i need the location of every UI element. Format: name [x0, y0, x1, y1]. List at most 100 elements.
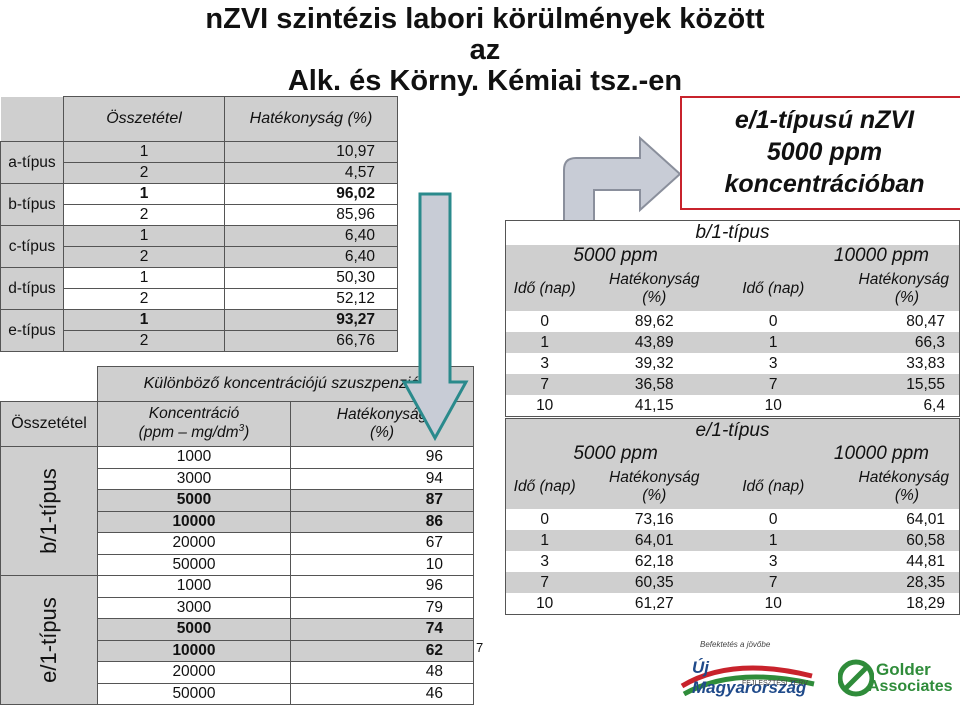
- table-cell: 1: [63, 183, 225, 205]
- ppm-header-a: 5000 ppm: [505, 443, 726, 465]
- header-composition: Összetétel: [63, 96, 225, 142]
- header-eff-line1: Hatékonyság: [609, 469, 700, 486]
- table-cell: 1: [63, 225, 225, 247]
- table-cell: 3000: [97, 467, 291, 490]
- table-cell: 1: [63, 267, 225, 289]
- table-cell: 10: [725, 395, 822, 417]
- table-cell: 96: [290, 575, 474, 598]
- table-cell: 41,15: [583, 395, 726, 417]
- golder-logo: Golder Associates: [838, 652, 960, 708]
- table-cell: 50000: [97, 682, 291, 705]
- group-label-e1: e/1-típus: [0, 575, 98, 705]
- table-cell: 62,18: [583, 551, 726, 572]
- group-label-b: b-típus: [0, 183, 64, 226]
- header-eff: Hatékonyság (%): [821, 465, 960, 509]
- table-cell: 1: [725, 332, 822, 353]
- bent-arrow-icon: [563, 135, 682, 229]
- header-eff-line2: (%): [894, 289, 919, 306]
- table-cell: 3: [505, 551, 584, 572]
- table-cell: 64,01: [821, 509, 960, 530]
- slide-title: nZVI szintézis labori körülmények között…: [200, 4, 770, 97]
- table-cell: 93,27: [224, 309, 398, 331]
- table-cell: 0: [505, 311, 584, 332]
- group-label-a: a-típus: [0, 141, 64, 184]
- table-cell: 4,57: [224, 162, 398, 184]
- table-caption: b/1-típus: [505, 220, 960, 245]
- title-line-2: Alk. és Körny. Kémiai tsz.-en: [287, 65, 683, 97]
- ppm-header-a: 5000 ppm: [505, 245, 726, 267]
- group-label-d: d-típus: [0, 267, 64, 310]
- table-cell: 20000: [97, 532, 291, 555]
- header-conc-sup: 3: [238, 423, 245, 435]
- header-eff-line1: Hatékonyság: [336, 406, 428, 423]
- header-eff-line1: Hatékonyság: [858, 469, 949, 486]
- page-number: 7: [476, 640, 484, 655]
- e1-time-table: e/1-típus 5000 ppm 10000 ppm Idő (nap) H…: [505, 418, 960, 615]
- table-cell: 10: [725, 593, 822, 615]
- table-cell: 6,40: [224, 246, 398, 268]
- header-efficiency: Hatékonyság (%): [224, 96, 398, 142]
- table-cell: 0: [505, 509, 584, 530]
- header-eff-line2: (%): [369, 424, 395, 441]
- table-cell: 15,55: [821, 374, 960, 395]
- flag-swoosh-icon: [680, 665, 815, 697]
- table-cell: 20000: [97, 661, 291, 684]
- table-cell: 50,30: [224, 267, 398, 289]
- table-cell: 48: [290, 661, 474, 684]
- table-cell: 52,12: [224, 288, 398, 310]
- table-cell: 1: [505, 530, 584, 551]
- header-conc-close: ): [244, 424, 250, 442]
- table-cell: 74: [290, 618, 474, 641]
- table-cell: 2: [63, 204, 225, 226]
- table-cell: 3: [725, 353, 822, 374]
- table-cell: 62: [290, 639, 474, 662]
- table-cell: 94: [290, 467, 474, 490]
- table-cell: 6,40: [224, 225, 398, 247]
- table-cell: 66,76: [224, 330, 398, 352]
- table-cell: 87: [290, 489, 474, 512]
- table-cell: 73,16: [583, 509, 726, 530]
- table-cell: 50000: [97, 553, 291, 576]
- logo-main-text: Új Magyarország: [692, 658, 807, 697]
- table-cell: 10: [505, 395, 584, 417]
- table-cell: 10: [505, 593, 584, 615]
- table-cell: 7: [505, 374, 584, 395]
- table-cell: 3: [725, 551, 822, 572]
- header-eff: Hatékonyság (%): [583, 267, 726, 311]
- table-cell: 1: [63, 141, 225, 163]
- table-cell: 80,47: [821, 311, 960, 332]
- down-arrow-icon: [401, 192, 469, 442]
- header-eff-line1: Hatékonyság: [609, 271, 700, 288]
- table-cell: 3: [505, 353, 584, 374]
- table-cell: 0: [725, 509, 822, 530]
- table-cell: 7: [725, 374, 822, 395]
- table-cell: 5000: [97, 489, 291, 512]
- header-time: Idő (nap): [725, 465, 822, 509]
- highlight-line-3: koncentrációban: [724, 170, 925, 198]
- header-efficiency-2: Hatékonyság (%): [290, 401, 474, 447]
- header-conc-unit: (ppm – mg/dm: [138, 424, 239, 442]
- table-cell: 33,83: [821, 353, 960, 374]
- table-cell: 61,27: [583, 593, 726, 615]
- table-cell: 10000: [97, 639, 291, 662]
- logo-sub-text: FEJLESZTÉSI TERV: [742, 680, 808, 687]
- table-cell: 6,4: [821, 395, 960, 417]
- logo-small-text: Befektetés a jövőbe: [700, 640, 771, 649]
- table-cell: 5000: [97, 618, 291, 641]
- header-eff-line2: (%): [894, 487, 919, 504]
- header-eff: Hatékonyság (%): [821, 267, 960, 311]
- uj-magyarorszag-logo: Befektetés a jövőbe Új Magyarország FEJL…: [672, 636, 822, 706]
- table-cell: 1000: [97, 575, 291, 598]
- title-line-1: nZVI szintézis labori körülmények között…: [205, 3, 765, 66]
- header-eff-line2: (%): [642, 289, 667, 306]
- table-cell: 43,89: [583, 332, 726, 353]
- group-label-b1-text: b/1-típus: [36, 468, 61, 554]
- side-label: Összetétel: [0, 401, 98, 447]
- ppm-header-b: 10000 ppm: [725, 443, 960, 465]
- table-cell: 96: [290, 446, 474, 469]
- table-cell: 2: [63, 288, 225, 310]
- b1-time-table: b/1-típus 5000 ppm 10000 ppm Idő (nap) H…: [505, 220, 960, 417]
- table-cell: 79: [290, 596, 474, 619]
- ppm-header-b: 10000 ppm: [725, 245, 960, 267]
- table-cell: 7: [505, 572, 584, 593]
